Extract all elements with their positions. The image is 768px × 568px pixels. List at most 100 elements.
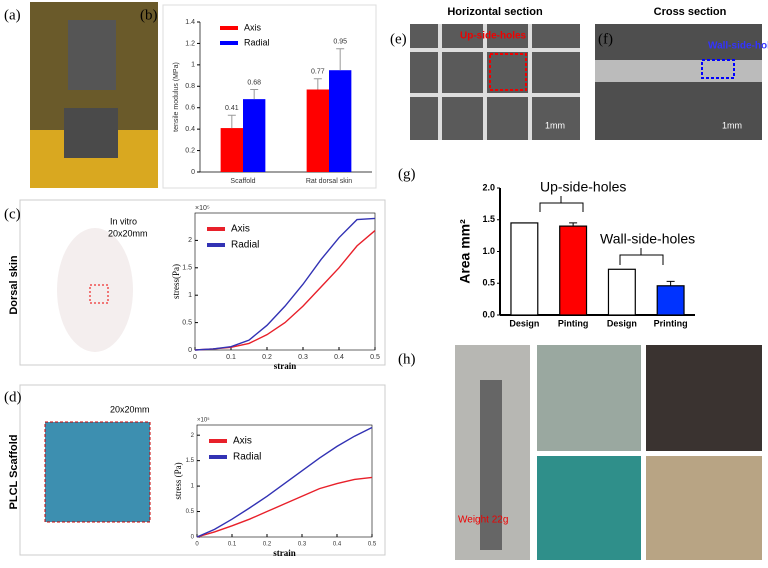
panel-frame [19,384,386,556]
y-tick-label: 1.0 [482,246,495,256]
plot-frame [196,424,373,538]
side-label: Dorsal skin [8,255,20,315]
y-axis-label: tensile modulus (MPa) [173,62,180,132]
note: In vitro [110,216,137,226]
x-tick-label: 0.2 [263,542,272,548]
y-tick-label: 1 [188,292,192,299]
y-tick-label: 0 [188,347,192,354]
y-tick-label: 0 [191,535,195,541]
line [194,230,376,351]
bar [220,128,243,172]
x-tick-label: Rat dorsal skin [306,178,352,185]
photo-title: Cross section [654,6,727,18]
x-tick-label: 0.1 [226,354,236,361]
y-tick-label: 1.5 [482,214,495,224]
note: 20x20mm [108,228,148,238]
y-tick-label: 0.4 [185,126,195,133]
photo-h5 [646,456,762,560]
error-bar [313,78,322,90]
sample-box [89,284,109,304]
y-multiplier: ×10⁵ [197,417,210,424]
photo-h2 [537,345,641,451]
panel-label: (d) [4,389,22,405]
x-axis-label: strain [274,361,297,371]
y-axis-label: Area mm² [457,219,473,284]
y-tick-label: 1.5 [186,458,195,464]
tweezer [480,380,502,550]
scale-bar: 1mm [545,120,565,130]
x-tick-label: 0.3 [298,354,308,361]
value-label: 0.68 [247,79,261,86]
panel-label: (f) [598,31,613,47]
x-tick-label: 0.5 [370,354,380,361]
x-tick-label: 0 [195,542,199,548]
error-bar [336,48,345,71]
plot-frame [194,212,376,351]
error-bar [227,114,236,129]
wall [595,60,762,82]
scaffold-photo [44,421,151,523]
y-tick-label: 0.6 [185,105,195,112]
legend-label: Radial [231,240,259,251]
photo-h3 [646,345,762,451]
y-tick-label: 2 [188,237,192,244]
panel-label: (b) [140,7,158,23]
x-tick-label: 0.3 [298,542,307,548]
y-multiplier: ×10⁵ [195,205,210,212]
x-tick-label: Pinting [558,318,589,328]
y-tick-label: 0.0 [482,309,495,319]
y-tick-label: 0.2 [185,147,195,154]
x-tick-label: 0.1 [228,542,237,548]
y-axis-label: stress (Pa) [173,462,183,499]
value-label: 0.77 [311,69,325,76]
photo-title: Horizontal section [447,6,543,18]
panel-label: (h) [398,351,416,367]
note: 20x20mm [110,404,150,414]
error-bar [666,280,675,286]
bar [510,222,539,316]
hole-label: Up-side-holes [460,31,527,42]
mouse-photo [57,228,133,352]
bracket [619,248,664,265]
y-tick-label: 2 [191,433,195,439]
panel-frame [162,4,377,189]
side-label: PLCL Scaffold [8,435,20,510]
panel-label: (g) [398,166,416,182]
bar [306,89,329,172]
y-tick-label: 0.8 [185,83,195,90]
panel-label: (e) [390,31,407,47]
value-label: 0.41 [225,105,239,112]
legend-label: Axis [233,436,252,447]
grip-bottom [64,108,118,158]
x-tick-label: 0.5 [368,542,377,548]
x-tick-label: Printing [654,318,688,328]
x-tick-label: 0.4 [334,354,344,361]
error-bar [569,222,578,227]
x-tick-label: Scaffold [230,178,255,185]
panel-label: (a) [4,7,21,23]
scale-bar: 1mm [722,120,742,130]
hole-label: Wall-side-holes [708,41,768,52]
line [196,426,373,538]
legend-label: Radial [233,452,261,463]
y-tick-label: 1.2 [185,40,195,47]
x-tick-label: Design [607,318,637,328]
line [194,217,376,351]
x-axis-label: strain [273,548,296,558]
photo-h4 [537,456,641,560]
panel-label: (c) [4,206,21,222]
y-axis-label: stress(Pa) [171,264,181,299]
grid-pattern [410,24,580,140]
weight-label: Weight 22g [458,515,508,526]
y-tick-label: 0.5 [182,319,192,326]
line [196,476,373,538]
y-tick-label: 0.5 [186,509,195,515]
y-tick-label: 1 [191,484,195,490]
x-tick-label: Design [509,318,539,328]
legend-label: Axis [231,224,250,235]
y-tick-label: 1.5 [182,265,192,272]
x-tick-label: 0.2 [262,354,272,361]
y-tick-label: 1 [191,62,195,69]
value-label: 0.95 [333,39,347,46]
